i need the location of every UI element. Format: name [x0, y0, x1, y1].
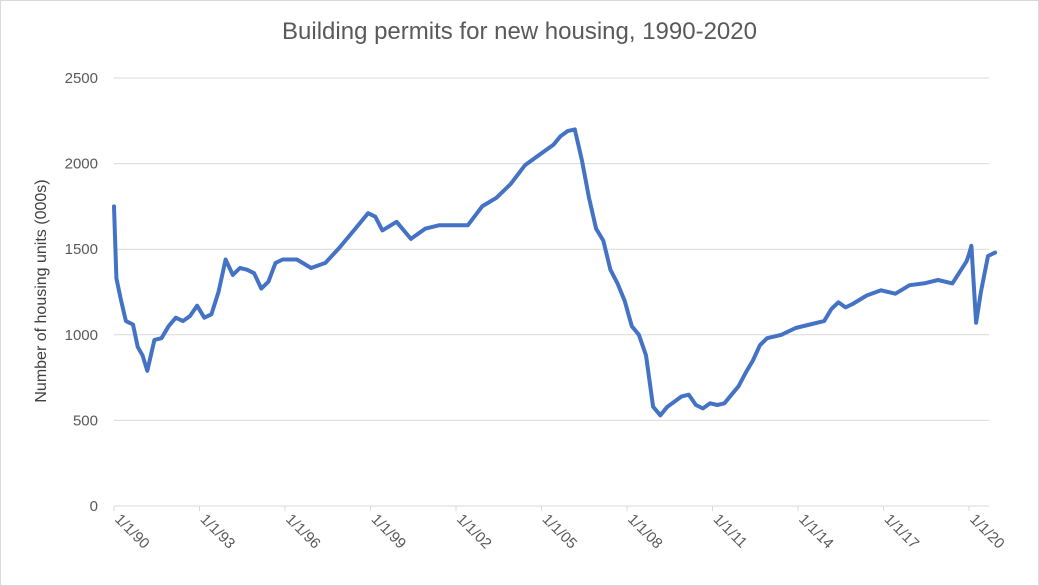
chart-title: Building permits for new housing, 1990-2…: [282, 18, 757, 45]
x-tick-labels: 1/1/90 1/1/93 1/1/96 1/1/99 1/1/02 1/1/05 1/1/…: [111, 506, 1008, 552]
y-tick-label-2: 1000: [65, 327, 98, 344]
x-tick-label-7: 1/1/11: [710, 511, 751, 552]
x-tick-label-9: 1/1/17: [881, 511, 923, 553]
x-tick-label-0: 1/1/90: [111, 511, 153, 553]
x-tick-label-2: 1/1/96: [282, 511, 324, 553]
gridlines: [114, 77, 989, 507]
y-tick-label-3: 1500: [65, 241, 98, 258]
series-line-0: [112, 127, 998, 418]
y-tick-label-5: 2500: [65, 70, 98, 87]
y-tick-label-0: 0: [90, 498, 98, 515]
x-tick-label-3: 1/1/99: [368, 511, 410, 553]
y-tick-labels: 0 500 1000 1500 2000 2500: [65, 70, 98, 515]
x-tick-label-8: 1/1/14: [795, 511, 837, 553]
x-tick-label-4: 1/1/02: [453, 511, 495, 553]
x-tick-label-10: 1/1/20: [966, 511, 1008, 553]
x-tick-label-1: 1/1/93: [197, 511, 239, 553]
series-group: [112, 127, 998, 418]
y-tick-label-4: 2000: [65, 156, 98, 173]
y-tick-label-1: 500: [73, 412, 98, 429]
x-tick-label-6: 1/1/08: [624, 511, 666, 553]
x-tick-label-5: 1/1/05: [539, 511, 581, 553]
